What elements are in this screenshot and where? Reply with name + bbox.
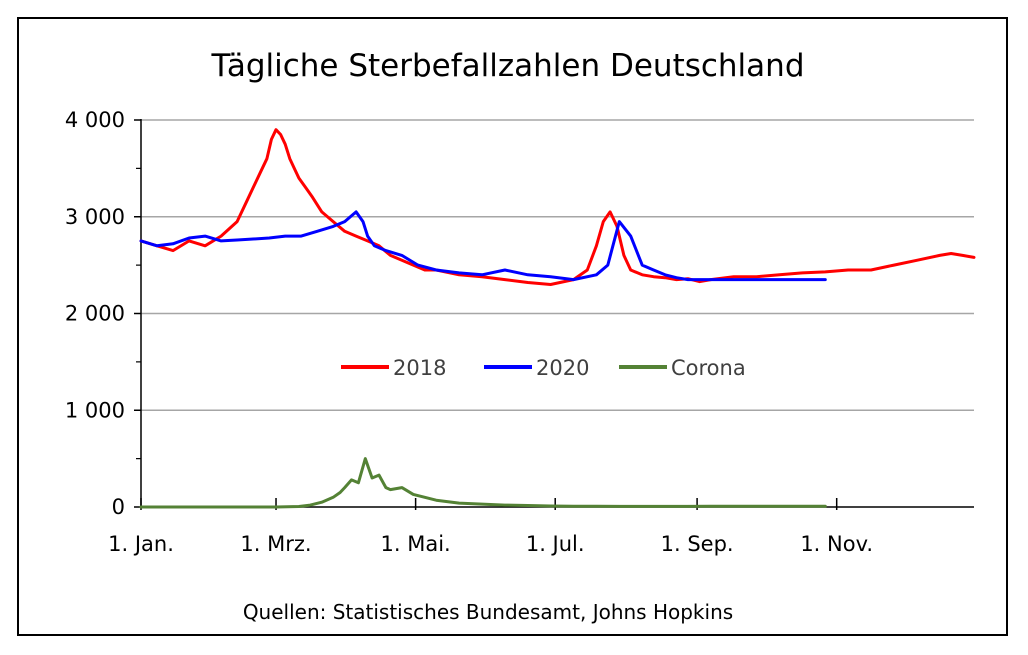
series-line-2020: [139, 210, 827, 282]
series-line-2018: [139, 128, 976, 286]
legend: 2018 2020 Corona: [341, 356, 746, 380]
y-tick-label-3: 3 000: [65, 205, 125, 229]
y-tick-label-0: 0: [112, 495, 125, 519]
chart-title: Tägliche Sterbefallzahlen Deutschland: [211, 48, 805, 84]
x-axis: 1. Jan. 1. Mrz. 1. Mai. 1. Jul. 1. Sep. 1. No…: [108, 498, 974, 556]
x-tick-label-5: 1. Nov.: [800, 532, 873, 556]
legend-label-2020: 2020: [536, 356, 589, 380]
legend-label-corona: Corona: [671, 356, 746, 380]
x-tick-label-2: 1. Mai.: [381, 532, 451, 556]
x-tick-label-1: 1. Mrz.: [240, 532, 311, 556]
x-tick-label-0: 1. Jan.: [108, 532, 174, 556]
series-line-corona: [139, 457, 827, 509]
y-tick-label-4: 4 000: [65, 108, 125, 132]
y-axis: 0 1 000 2 000 3 000 4 000: [65, 108, 142, 519]
y-tick-label-2: 2 000: [65, 302, 125, 326]
legend-label-2018: 2018: [393, 356, 446, 380]
x-tick-label-3: 1. Jul.: [526, 532, 585, 556]
grid-lines: [141, 119, 974, 411]
source-note: Quellen: Statistisches Bundesamt, Johns …: [243, 600, 733, 624]
y-tick-label-1: 1 000: [65, 398, 125, 422]
chart-frame: [17, 17, 1008, 636]
x-tick-label-4: 1. Sep.: [661, 532, 734, 556]
series-lines: [139, 128, 976, 509]
